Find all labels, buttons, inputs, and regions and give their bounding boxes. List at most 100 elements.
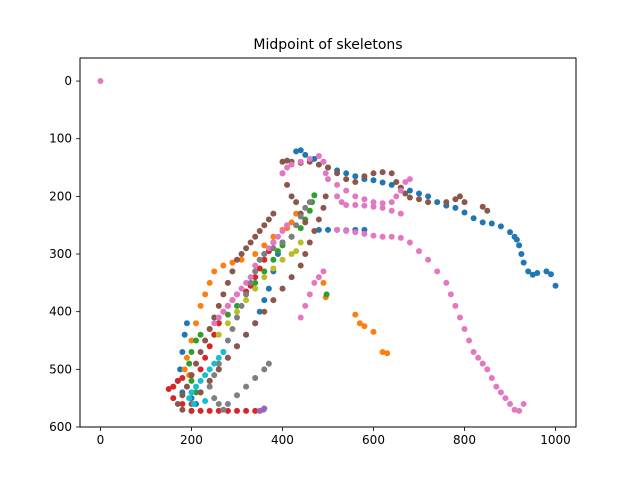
data-point xyxy=(361,196,368,203)
data-point xyxy=(247,274,254,281)
data-point xyxy=(206,383,213,390)
data-point xyxy=(179,374,186,381)
data-point xyxy=(206,377,213,384)
data-point xyxy=(370,170,377,177)
data-point xyxy=(97,78,104,85)
data-point xyxy=(513,236,520,243)
data-point xyxy=(325,176,331,183)
data-point xyxy=(452,302,459,309)
data-point xyxy=(197,389,204,396)
data-point xyxy=(306,199,313,206)
data-point xyxy=(343,176,350,183)
data-point xyxy=(270,245,277,252)
data-point xyxy=(443,279,450,286)
data-point xyxy=(334,193,341,200)
data-point xyxy=(334,170,341,177)
data-point xyxy=(361,323,368,330)
data-point xyxy=(425,199,432,206)
data-point xyxy=(322,170,329,177)
data-point xyxy=(179,392,186,399)
data-point xyxy=(297,147,304,154)
data-point xyxy=(177,366,184,373)
data-point xyxy=(206,343,213,350)
data-point xyxy=(229,325,236,332)
data-point xyxy=(516,242,523,249)
data-point xyxy=(279,227,286,234)
data-point xyxy=(256,227,263,234)
data-point xyxy=(211,360,218,367)
data-point xyxy=(322,193,329,200)
data-point xyxy=(197,377,204,384)
x-tick-label: 1000 xyxy=(540,433,571,447)
data-point xyxy=(170,383,177,390)
data-point xyxy=(233,308,240,315)
data-point xyxy=(334,181,341,188)
data-point xyxy=(525,268,532,275)
data-point xyxy=(247,279,254,286)
data-point xyxy=(183,354,190,361)
data-point xyxy=(220,349,227,356)
data-point xyxy=(379,200,386,207)
data-point xyxy=(306,291,313,298)
data-point xyxy=(279,256,286,263)
data-point xyxy=(193,337,200,344)
data-point xyxy=(179,406,186,413)
data-point xyxy=(261,405,268,412)
data-point xyxy=(211,314,218,321)
data-point xyxy=(224,279,231,286)
data-point xyxy=(256,308,263,315)
data-point xyxy=(261,251,268,258)
data-point xyxy=(181,366,188,373)
data-point xyxy=(443,199,450,206)
data-point xyxy=(379,169,386,176)
data-point xyxy=(229,297,236,304)
data-point xyxy=(206,366,213,373)
data-point xyxy=(197,349,204,356)
data-point xyxy=(361,202,368,209)
data-point xyxy=(243,279,250,286)
data-point xyxy=(320,279,327,286)
data-point xyxy=(288,233,295,240)
data-point xyxy=(243,383,250,390)
data-point xyxy=(315,161,322,168)
data-point xyxy=(233,302,240,309)
data-point xyxy=(306,239,313,246)
data-point xyxy=(343,227,350,234)
data-point xyxy=(274,248,281,255)
data-point xyxy=(352,193,359,200)
data-point xyxy=(461,325,468,332)
data-point xyxy=(165,385,172,392)
data-point xyxy=(186,395,193,402)
data-point xyxy=(284,157,291,164)
data-point xyxy=(388,181,395,188)
data-point xyxy=(265,245,272,252)
data-point xyxy=(215,360,222,367)
data-point xyxy=(233,392,240,399)
data-point xyxy=(370,203,377,210)
data-point xyxy=(402,190,409,197)
data-point xyxy=(379,204,386,211)
data-point xyxy=(224,311,231,318)
data-point xyxy=(215,366,222,373)
data-point xyxy=(179,400,186,407)
data-point xyxy=(352,229,359,236)
data-point xyxy=(406,239,413,246)
data-point xyxy=(233,407,240,414)
data-point xyxy=(511,406,518,413)
data-point xyxy=(261,274,268,281)
data-point xyxy=(306,155,313,162)
data-point xyxy=(238,285,245,292)
data-point xyxy=(233,256,240,263)
data-point xyxy=(252,251,259,258)
data-point xyxy=(393,178,400,185)
data-point xyxy=(202,354,209,361)
data-point xyxy=(406,187,413,194)
data-point xyxy=(220,291,227,298)
data-point xyxy=(320,158,327,165)
data-point xyxy=(379,179,386,186)
data-point xyxy=(311,192,318,199)
data-point xyxy=(488,374,495,381)
data-point xyxy=(425,256,432,263)
x-tick-label: 200 xyxy=(180,433,203,447)
data-point xyxy=(352,178,359,185)
